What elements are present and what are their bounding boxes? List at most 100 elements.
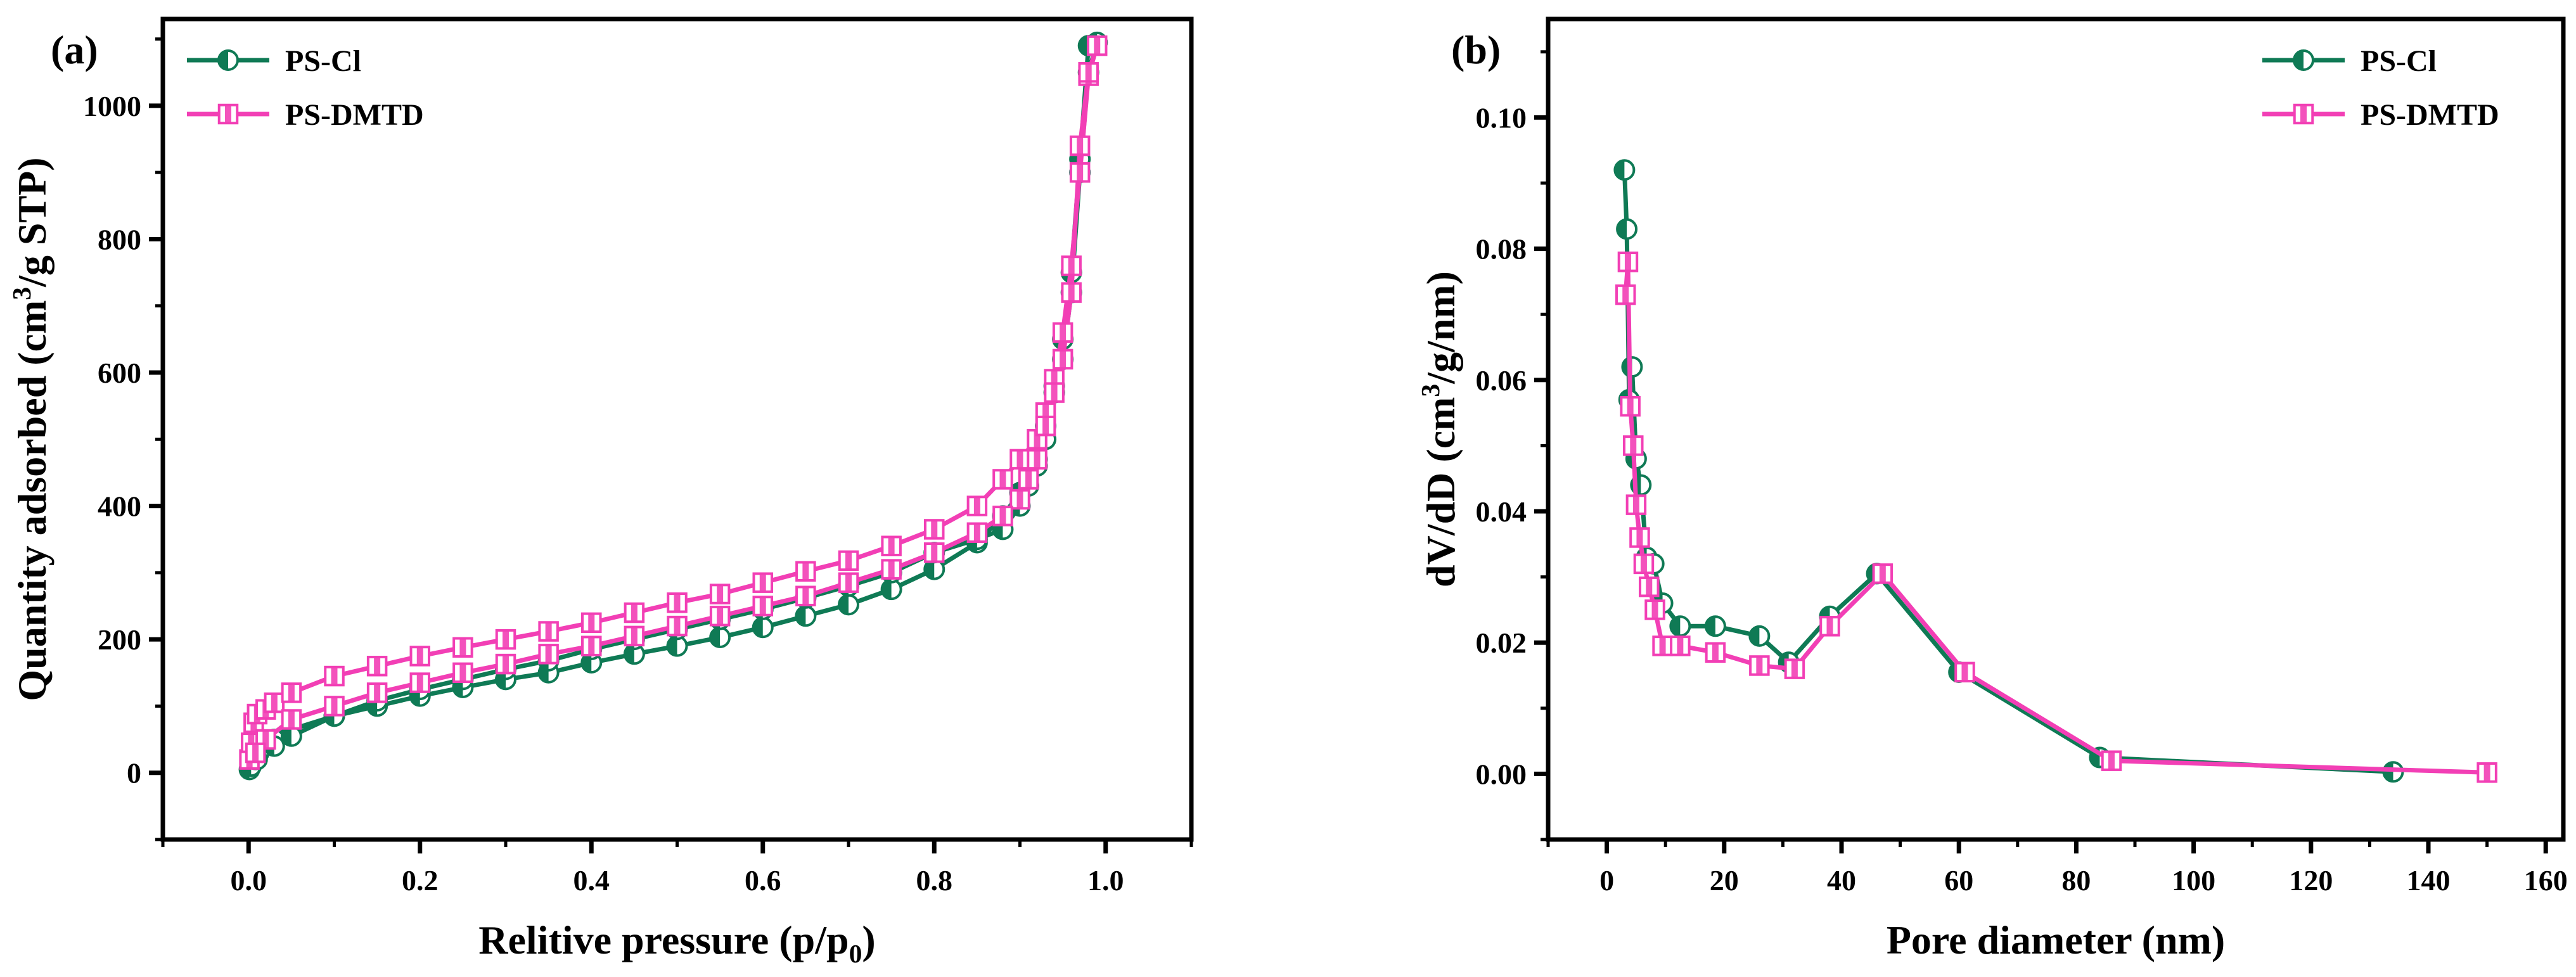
- data-point-ps-dmtd-0-32: [1086, 35, 1108, 56]
- data-point-ps-dmtd-0-45: [881, 559, 902, 580]
- data-point-ps-dmtd-0-21: [924, 519, 945, 540]
- x-tick-label-1-5: 100: [2172, 864, 2215, 897]
- data-point-ps-dmtd-0-39: [1027, 449, 1048, 470]
- data-point-ps-dmtd-0-16: [709, 584, 731, 604]
- y-tick-label-1-3: 0.06: [1476, 364, 1527, 397]
- data-point-ps-cl-0-15: [709, 626, 731, 648]
- data-point-ps-dmtd-0-58: [324, 696, 345, 717]
- data-point-ps-dmtd-0-54: [495, 653, 516, 675]
- data-point-ps-dmtd-1-14: [1819, 616, 1840, 637]
- data-point-ps-dmtd-0-8: [366, 656, 388, 677]
- x-tick-label-1-7: 140: [2407, 864, 2451, 897]
- x-tick-label-0-5: 1.0: [1087, 864, 1124, 897]
- data-point-ps-dmtd-1-16: [1954, 661, 1975, 683]
- data-point-ps-dmtd-0-20: [881, 535, 902, 556]
- data-point-ps-cl-1-10: [1704, 615, 1726, 637]
- data-point-ps-dmtd-1-3: [1623, 435, 1644, 456]
- y-tick-label-0-1: 200: [98, 623, 141, 656]
- data-point-ps-dmtd-0-18: [795, 561, 816, 582]
- data-point-ps-dmtd-0-14: [624, 602, 645, 623]
- data-point-ps-dmtd-0-57: [366, 682, 388, 703]
- data-point-ps-dmtd-1-1: [1617, 252, 1639, 272]
- y-tick-label-0-2: 400: [98, 490, 141, 523]
- data-point-ps-dmtd-0-23: [992, 469, 1013, 490]
- legend-0: PS-Cl PS-DMTD: [187, 44, 424, 132]
- data-point-ps-dmtd-0-22: [966, 495, 988, 516]
- data-point-ps-dmtd-0-53: [538, 644, 559, 665]
- data-point-ps-dmtd-0-56: [409, 672, 430, 693]
- legend-marker-ps-dmtd-0: [217, 103, 239, 125]
- data-point-ps-dmtd-0-9: [409, 646, 430, 667]
- series-ps-cl-1: [1613, 159, 2404, 783]
- data-point-ps-dmtd-0-49: [709, 606, 731, 627]
- legend-label-ps-cl-0: PS-Cl: [285, 44, 361, 78]
- data-point-ps-cl-1-9: [1669, 615, 1691, 637]
- data-point-ps-dmtd-0-55: [452, 662, 473, 684]
- data-point-ps-dmtd-0-36: [1052, 348, 1073, 370]
- data-point-ps-dmtd-0-44: [924, 542, 945, 563]
- axes-frame-1: [1546, 16, 2566, 842]
- y-tick-label-0-5: 1000: [83, 90, 141, 122]
- data-point-ps-dmtd-0-29: [1061, 255, 1082, 276]
- y-axis-label-1: dV/dD (cm3/g/nm): [1416, 271, 1463, 587]
- x-tick-label-1-2: 40: [1827, 864, 1856, 897]
- legend-label-ps-dmtd-0: PS-DMTD: [285, 98, 424, 132]
- data-point-ps-dmtd-0-41: [1009, 488, 1030, 510]
- data-point-ps-cl-0-18: [838, 594, 859, 616]
- data-point-ps-dmtd-0-24: [1009, 449, 1030, 470]
- data-point-ps-dmtd-0-37: [1044, 382, 1065, 403]
- data-point-ps-dmtd-0-10: [452, 637, 473, 658]
- panel-a-isotherm-chart: 0.0 0.2 0.4 0.6 0.8 1.0 0 200 400 600 800 1000 Relit…: [7, 16, 1194, 968]
- legend-label-ps-dmtd-1: PS-DMTD: [2361, 98, 2499, 132]
- data-point-ps-dmtd-0-40: [1018, 469, 1039, 490]
- data-point-ps-dmtd-0-35: [1061, 282, 1082, 303]
- data-point-ps-dmtd-1-15: [1872, 563, 1894, 584]
- legend-marker-ps-cl-1: [2293, 49, 2314, 71]
- data-point-ps-dmtd-0-52: [581, 635, 602, 656]
- x-tick-label-1-3: 60: [1944, 864, 1973, 897]
- data-point-ps-dmtd-1-13: [1784, 658, 1805, 679]
- data-point-ps-dmtd-1-8: [1644, 599, 1665, 620]
- data-point-ps-dmtd-1-6: [1633, 553, 1655, 575]
- data-point-ps-dmtd-0-38: [1035, 415, 1056, 437]
- data-point-ps-dmtd-1-0: [1615, 284, 1636, 305]
- panel-label-1: (b): [1451, 27, 1501, 72]
- legend-marker-ps-dmtd-1: [2293, 103, 2314, 125]
- data-point-ps-cl-1-17: [2382, 761, 2404, 783]
- data-point-ps-dmtd-1-5: [1629, 527, 1650, 548]
- data-point-ps-cl-0-16: [752, 616, 774, 639]
- data-point-ps-dmtd-0-47: [795, 585, 816, 606]
- legend-marker-ps-cl-0: [217, 49, 239, 71]
- data-point-ps-dmtd-0-61: [245, 742, 266, 763]
- data-point-ps-dmtd-0-48: [752, 596, 773, 616]
- x-tick-label-1-1: 20: [1710, 864, 1739, 897]
- data-point-ps-dmtd-1-9: [1652, 635, 1673, 656]
- data-point-ps-dmtd-0-46: [838, 572, 859, 593]
- panel-b-pore-size-chart: 0 20 40 60 80 100 120 140 160 0.00 0.02 0.04 0.06 0.0…: [1416, 16, 2568, 962]
- x-tick-label-0-2: 0.4: [574, 864, 610, 897]
- data-point-ps-dmtd-0-28: [1052, 322, 1073, 343]
- data-point-ps-dmtd-0-12: [538, 621, 559, 642]
- data-point-ps-dmtd-0-15: [667, 592, 688, 613]
- x-tick-label-1-8: 160: [2524, 864, 2568, 897]
- y-tick-label-1-4: 0.08: [1476, 233, 1527, 265]
- x-tick-label-0-3: 0.6: [745, 864, 781, 897]
- data-point-ps-dmtd-0-34: [1069, 135, 1091, 156]
- data-point-ps-dmtd-0-17: [752, 572, 773, 593]
- series-line-ps-cl-1: [1622, 170, 2393, 774]
- data-point-ps-dmtd-0-6: [281, 682, 302, 703]
- y-tick-label-0-3: 600: [98, 357, 141, 389]
- data-point-ps-dmtd-1-10: [1670, 635, 1691, 656]
- x-tick-label-0-4: 0.8: [916, 864, 953, 897]
- data-point-ps-dmtd-0-51: [624, 625, 645, 647]
- y-tick-label-1-5: 0.10: [1476, 101, 1527, 134]
- data-point-ps-dmtd-0-19: [838, 550, 859, 572]
- y-tick-label-0-4: 800: [98, 223, 141, 255]
- data-point-ps-dmtd-1-18: [2477, 762, 2497, 783]
- x-tick-label-1-6: 120: [2289, 864, 2333, 897]
- data-point-ps-cl-0-17: [795, 605, 817, 627]
- data-point-ps-dmtd-0-50: [667, 615, 688, 637]
- panel-label-0: (a): [51, 27, 98, 72]
- data-point-ps-dmtd-1-17: [2101, 750, 2122, 771]
